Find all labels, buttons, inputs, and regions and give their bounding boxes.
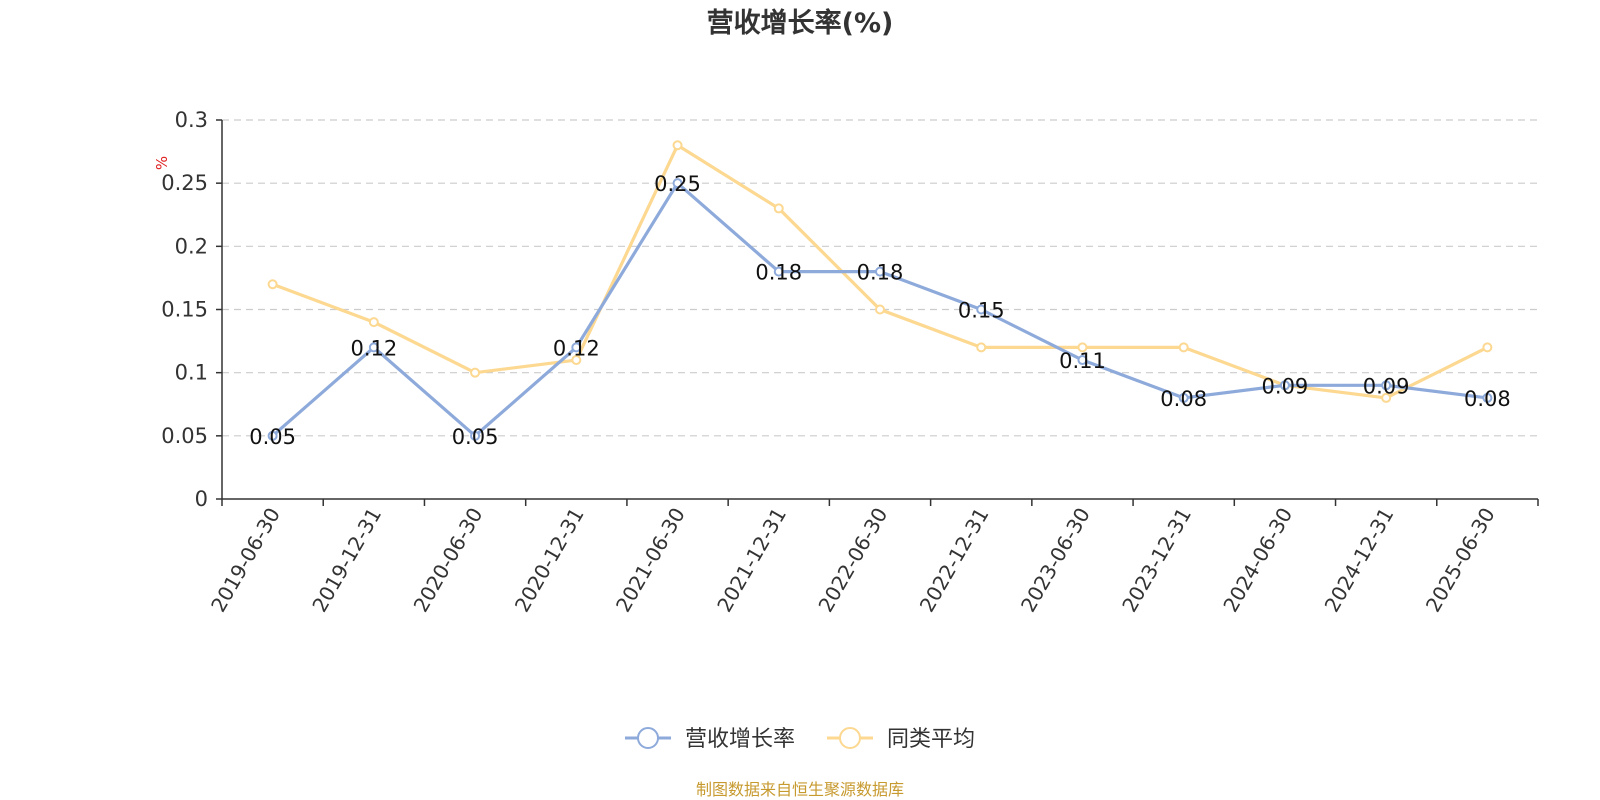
data-point[interactable]	[571, 355, 582, 366]
y-tick-label: 0.2	[175, 234, 208, 258]
x-tick-label: 2021-06-30	[611, 504, 690, 617]
data-point[interactable]	[1178, 342, 1189, 353]
data-point[interactable]	[470, 367, 481, 378]
data-label: 0.11	[1059, 349, 1106, 373]
data-label: 0.12	[350, 336, 397, 360]
data-point[interactable]	[976, 304, 987, 315]
x-tick-label: 2023-06-30	[1016, 504, 1095, 617]
series-lines	[267, 140, 1493, 441]
legend[interactable]: 营收增长率 同类平均	[625, 727, 975, 752]
data-point[interactable]	[1381, 392, 1392, 403]
data-point[interactable]	[1077, 355, 1088, 366]
data-point[interactable]	[470, 430, 481, 441]
x-tick-label: 2024-06-30	[1218, 504, 1297, 617]
data-label: 0.08	[1160, 387, 1207, 411]
data-label: 0.12	[553, 336, 600, 360]
x-tick-label: 2023-12-31	[1117, 504, 1196, 617]
x-tick-label: 2020-12-31	[510, 504, 589, 617]
x-tick-label: 2024-12-31	[1320, 504, 1399, 617]
data-point[interactable]	[1178, 392, 1189, 403]
data-point[interactable]	[1482, 392, 1493, 403]
data-labels: 0.05 0.12 0.05 0.12 0.25 0.18 0.18 0.15 0.11 0.08…	[249, 172, 1511, 449]
data-point[interactable]	[1077, 342, 1088, 353]
data-point[interactable]	[976, 342, 987, 353]
axes: 0 0.05 0.1 0.15 0.2 0.25 0.3% 2019-06-30 2019-12…	[153, 108, 1539, 617]
data-point[interactable]	[267, 430, 278, 441]
y-tick-label: 0.25	[161, 171, 208, 195]
data-source-note: 制图数据来自恒生聚源数据库	[695, 780, 904, 799]
data-label: 0.08	[1464, 387, 1511, 411]
data-label: 0.05	[452, 425, 499, 449]
data-point[interactable]	[875, 266, 885, 277]
data-point[interactable]	[773, 203, 784, 214]
x-tick-label: 2022-06-30	[813, 504, 892, 617]
x-tick-label: 2019-06-30	[206, 504, 285, 617]
data-point[interactable]	[875, 304, 885, 315]
data-point[interactable]	[773, 266, 784, 277]
data-point[interactable]	[267, 279, 278, 290]
data-point[interactable]	[368, 342, 379, 353]
data-label: 0.25	[654, 172, 701, 196]
data-point[interactable]	[368, 317, 379, 328]
x-tick-label: 2020-06-30	[409, 504, 488, 617]
y-tick-label: 0.3	[175, 108, 208, 132]
data-point[interactable]	[1279, 380, 1290, 391]
x-tick-label: 2025-06-30	[1421, 504, 1500, 617]
y-axis-unit: %	[153, 156, 171, 170]
data-label: 0.15	[958, 299, 1005, 323]
y-tick-label: 0.15	[161, 298, 208, 322]
data-point[interactable]	[672, 140, 683, 151]
data-label: 0.18	[755, 261, 802, 285]
data-label: 0.05	[249, 425, 296, 449]
grid-lines	[222, 119, 1538, 437]
data-point[interactable]	[672, 178, 683, 189]
legend-item[interactable]: 同类平均	[827, 727, 975, 752]
data-point[interactable]	[571, 342, 582, 353]
x-tick-label: 2021-12-31	[712, 504, 791, 617]
data-label: 0.09	[1363, 374, 1410, 398]
x-tick-label: 2019-12-31	[307, 504, 386, 617]
legend-label: 营收增长率	[685, 727, 795, 752]
chart-title: 营收增长率(%)	[706, 8, 894, 39]
data-point[interactable]	[1482, 342, 1493, 353]
legend-marker	[839, 727, 861, 749]
y-tick-label: 0.05	[161, 424, 208, 448]
legend-item[interactable]: 营收增长率	[625, 727, 795, 752]
data-point[interactable]	[1381, 380, 1392, 391]
legend-marker	[637, 727, 659, 749]
x-tick-label: 2022-12-31	[915, 504, 994, 617]
y-tick-label: 0.1	[175, 361, 208, 385]
data-label: 0.09	[1262, 374, 1309, 398]
y-tick-label: 0	[195, 487, 208, 511]
legend-label: 同类平均	[887, 727, 975, 752]
data-label: 0.18	[857, 261, 904, 285]
